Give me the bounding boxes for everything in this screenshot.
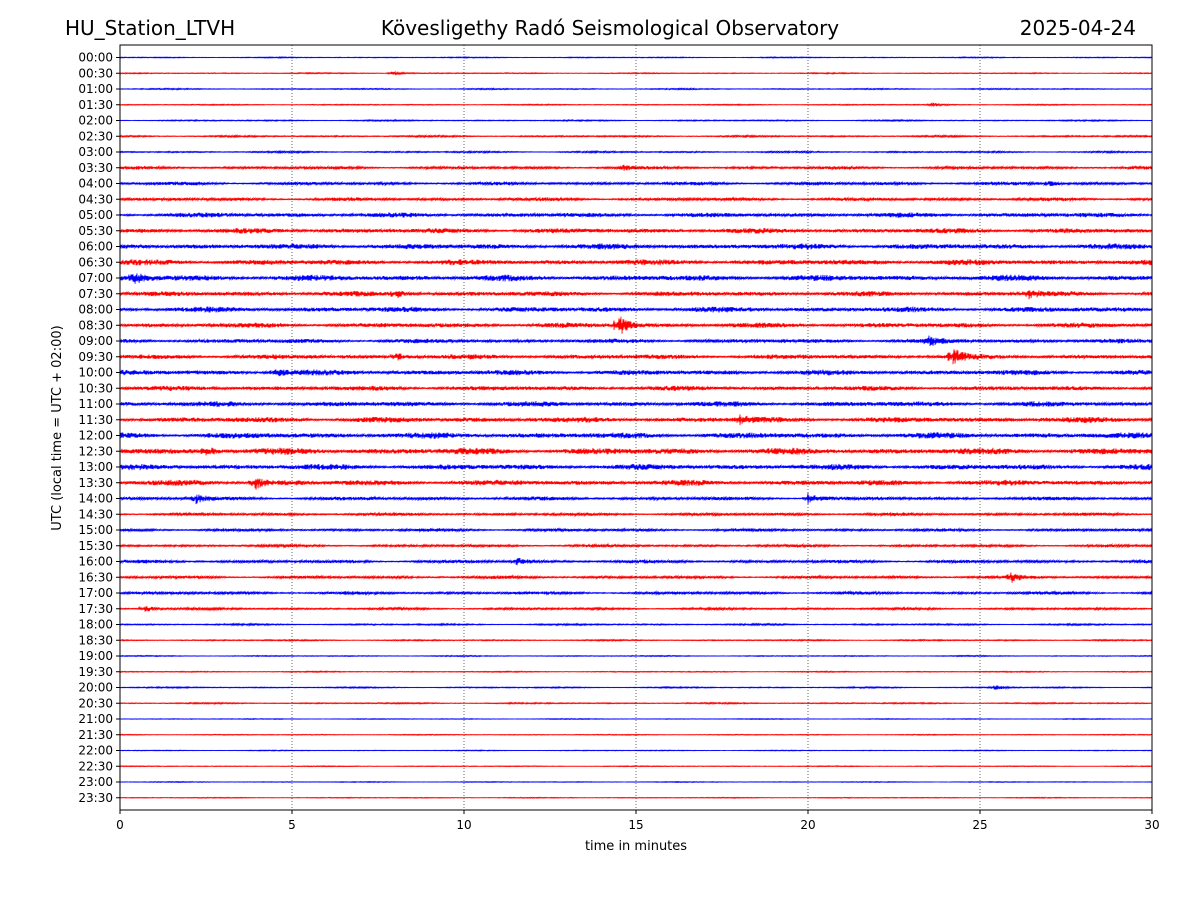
- y-tick-label: 06:00: [78, 240, 113, 254]
- y-tick-label: 05:30: [78, 224, 113, 238]
- y-tick-label: 02:00: [78, 114, 113, 128]
- x-axis-label: time in minutes: [585, 839, 687, 854]
- y-tick-label: 09:30: [78, 350, 113, 364]
- y-tick-label: 17:00: [78, 586, 113, 600]
- y-tick-label: 15:30: [78, 539, 113, 553]
- y-tick-label: 00:00: [78, 51, 113, 65]
- y-tick-label: 22:00: [78, 744, 113, 758]
- y-tick-label: 08:30: [78, 318, 113, 332]
- y-tick-label: 03:00: [78, 145, 113, 159]
- y-tick-label: 19:00: [78, 649, 113, 663]
- y-tick-label: 20:30: [78, 696, 113, 710]
- y-tick-label: 17:30: [78, 602, 113, 616]
- y-tick-label: 04:30: [78, 192, 113, 206]
- y-tick-label: 03:30: [78, 161, 113, 175]
- trace-row: [119, 733, 1153, 737]
- y-tick-label: 05:00: [78, 208, 113, 222]
- y-tick-label: 16:30: [78, 570, 113, 584]
- trace-row: [119, 102, 1153, 108]
- trace-row: [119, 605, 1153, 612]
- y-tick-label: 20:00: [78, 681, 113, 695]
- y-tick-label: 21:30: [78, 728, 113, 742]
- y-tick-label: 10:00: [78, 366, 113, 380]
- y-tick-label: 04:00: [78, 177, 113, 191]
- trace-row: [119, 316, 1153, 334]
- y-tick-label: 02:30: [78, 129, 113, 143]
- trace-row: [119, 400, 1153, 407]
- trace-row: [119, 572, 1153, 583]
- y-tick-label: 14:00: [78, 492, 113, 506]
- y-tick-label: 12:30: [78, 444, 113, 458]
- y-tick-label: 16:00: [78, 555, 113, 569]
- y-tick-label: 08:00: [78, 303, 113, 317]
- trace-row: [119, 335, 1153, 347]
- x-tick-label: 15: [628, 818, 643, 832]
- y-tick-label: 21:00: [78, 712, 113, 726]
- y-tick-label: 18:30: [78, 633, 113, 647]
- trace-row: [119, 447, 1153, 456]
- trace-row: [119, 149, 1153, 155]
- y-tick-label: 18:00: [78, 618, 113, 632]
- y-tick-label: 23:00: [78, 775, 113, 789]
- y-tick-label: 11:30: [78, 413, 113, 427]
- trace-row: [119, 212, 1153, 219]
- y-tick-label: 11:00: [78, 397, 113, 411]
- x-tick-label: 20: [800, 818, 815, 832]
- trace-row: [119, 670, 1153, 674]
- y-tick-label: 12:00: [78, 429, 113, 443]
- trace-row: [119, 780, 1153, 784]
- y-tick-label: 14:30: [78, 507, 113, 521]
- y-tick-label: 10:30: [78, 381, 113, 395]
- y-tick-label: 19:30: [78, 665, 113, 679]
- y-tick-label: 07:00: [78, 271, 113, 285]
- trace-row: [119, 463, 1153, 471]
- station-name: HU_Station_LTVH: [65, 16, 236, 40]
- x-tick-label: 0: [116, 818, 124, 832]
- trace-row: [119, 796, 1153, 800]
- trace-row: [119, 590, 1153, 597]
- x-gridlines: [291, 45, 981, 810]
- x-tick-label: 25: [972, 818, 987, 832]
- trace-row: [119, 654, 1153, 658]
- x-tick-label: 10: [456, 818, 471, 832]
- y-axis-label: UTC (local time = UTC + 02:00): [50, 325, 65, 530]
- y-tick-label: 13:30: [78, 476, 113, 490]
- trace-row: [119, 87, 1153, 91]
- x-tick-label: 5: [288, 818, 296, 832]
- y-tick-label: 13:00: [78, 460, 113, 474]
- x-tick-label: 30: [1144, 818, 1159, 832]
- trace-row: [119, 717, 1153, 721]
- record-date: 2025-04-24: [1019, 16, 1136, 40]
- observatory-title: Kövesligethy Radó Seismological Observat…: [380, 16, 840, 40]
- y-tick-label: 22:30: [78, 759, 113, 773]
- trace-row: [119, 196, 1153, 203]
- y-tick-label: 00:30: [78, 66, 113, 80]
- trace-row: [119, 527, 1153, 533]
- x-axis-ticks: 0 5 10 15 20 25 30: [116, 810, 1160, 832]
- y-tick-label: 01:00: [78, 82, 113, 96]
- trace-row: [119, 764, 1153, 768]
- y-tick-label: 23:30: [78, 791, 113, 805]
- y-tick-label: 07:30: [78, 287, 113, 301]
- y-tick-label: 09:00: [78, 334, 113, 348]
- y-tick-label: 06:30: [78, 255, 113, 269]
- y-tick-label: 15:00: [78, 523, 113, 537]
- y-tick-label: 01:30: [78, 98, 113, 112]
